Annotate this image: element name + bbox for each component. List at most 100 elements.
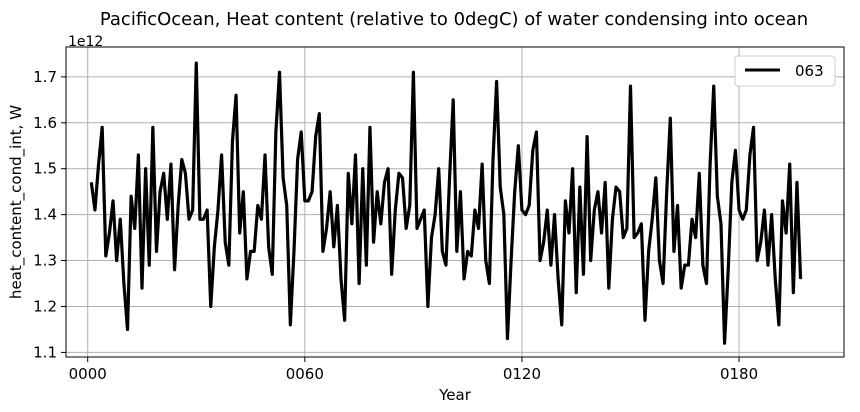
data-point xyxy=(640,223,642,225)
data-point xyxy=(271,273,273,275)
data-point xyxy=(210,305,212,307)
data-point xyxy=(373,241,375,243)
data-point xyxy=(221,154,223,156)
data-point xyxy=(402,177,404,179)
y-offset-label: 1e12 xyxy=(68,34,103,50)
data-point xyxy=(731,181,733,183)
data-point xyxy=(586,136,588,138)
data-point xyxy=(358,283,360,285)
data-point xyxy=(713,85,715,87)
data-point xyxy=(336,204,338,206)
data-point xyxy=(572,168,574,170)
data-point xyxy=(745,209,747,211)
data-point xyxy=(134,227,136,229)
legend: 063 xyxy=(734,55,836,87)
data-point xyxy=(626,227,628,229)
data-point xyxy=(315,136,317,138)
data-point xyxy=(362,168,364,170)
x-tick-label: 0000 xyxy=(69,365,107,383)
data-point xyxy=(387,168,389,170)
data-point xyxy=(279,71,280,73)
axes: 0000 0060 0120 0180 1.1 1.2 1.3 1.4 1.5 1.6 1.7 xyxy=(33,68,758,383)
data-point xyxy=(119,218,121,220)
y-tick-label: 1.2 xyxy=(33,297,57,315)
data-point xyxy=(789,163,791,165)
data-point xyxy=(619,191,621,193)
data-point xyxy=(662,283,664,285)
data-point xyxy=(503,214,505,216)
data-point xyxy=(340,278,342,280)
data-point xyxy=(264,154,266,156)
data-point xyxy=(347,172,349,174)
data-point xyxy=(658,260,660,262)
data-point xyxy=(749,154,751,156)
y-tick-label: 1.3 xyxy=(33,252,57,270)
data-point xyxy=(669,117,671,119)
data-point xyxy=(593,209,595,211)
data-point xyxy=(611,218,613,220)
data-point xyxy=(304,200,306,202)
data-point xyxy=(709,163,711,165)
data-point xyxy=(195,62,197,64)
data-point xyxy=(637,232,639,234)
data-point xyxy=(582,273,584,275)
data-point xyxy=(438,168,440,170)
data-point xyxy=(369,126,371,128)
data-point xyxy=(727,269,729,271)
data-point xyxy=(289,324,291,326)
data-point xyxy=(575,292,577,294)
data-point xyxy=(383,181,385,183)
data-point xyxy=(554,214,556,216)
y-tick-label: 1.7 xyxy=(33,68,57,86)
data-point xyxy=(405,227,407,229)
data-point xyxy=(127,328,129,330)
data-point xyxy=(742,218,744,220)
data-point xyxy=(199,218,201,220)
data-point xyxy=(344,319,346,321)
data-point xyxy=(333,246,335,248)
data-point xyxy=(561,324,563,326)
data-point xyxy=(293,250,295,252)
data-point xyxy=(112,200,114,202)
y-axis-label: heat_content_cond_int, W xyxy=(7,105,26,299)
data-point xyxy=(351,223,353,225)
data-point xyxy=(250,250,252,252)
data-point xyxy=(394,209,396,211)
data-point xyxy=(137,154,139,156)
data-point xyxy=(459,191,461,193)
data-point xyxy=(525,214,527,216)
data-point xyxy=(184,172,186,174)
data-point xyxy=(318,113,320,115)
data-point xyxy=(568,232,570,234)
x-tick-label: 0060 xyxy=(286,365,324,383)
data-point xyxy=(170,163,172,165)
data-point xyxy=(145,168,147,170)
y-tick-label: 1.5 xyxy=(33,160,57,178)
data-point xyxy=(601,232,603,234)
data-point xyxy=(152,126,154,128)
data-point xyxy=(633,237,635,239)
data-point xyxy=(275,131,277,133)
data-point xyxy=(680,287,682,289)
data-point xyxy=(785,232,787,234)
data-point xyxy=(517,145,519,147)
legend-label-063: 063 xyxy=(795,62,824,80)
data-point xyxy=(231,140,233,142)
data-point xyxy=(101,126,103,128)
data-point xyxy=(235,94,237,96)
data-point xyxy=(481,163,483,165)
data-point xyxy=(427,305,429,307)
x-tick-label: 0120 xyxy=(503,365,541,383)
data-point xyxy=(546,209,548,211)
data-point xyxy=(228,264,230,266)
data-point xyxy=(651,218,653,220)
data-point xyxy=(286,204,288,206)
data-point xyxy=(763,209,765,211)
data-point xyxy=(564,200,566,202)
data-point xyxy=(521,209,523,211)
data-point xyxy=(781,200,783,202)
data-point xyxy=(528,204,530,206)
data-point xyxy=(673,250,675,252)
data-point xyxy=(467,250,469,252)
